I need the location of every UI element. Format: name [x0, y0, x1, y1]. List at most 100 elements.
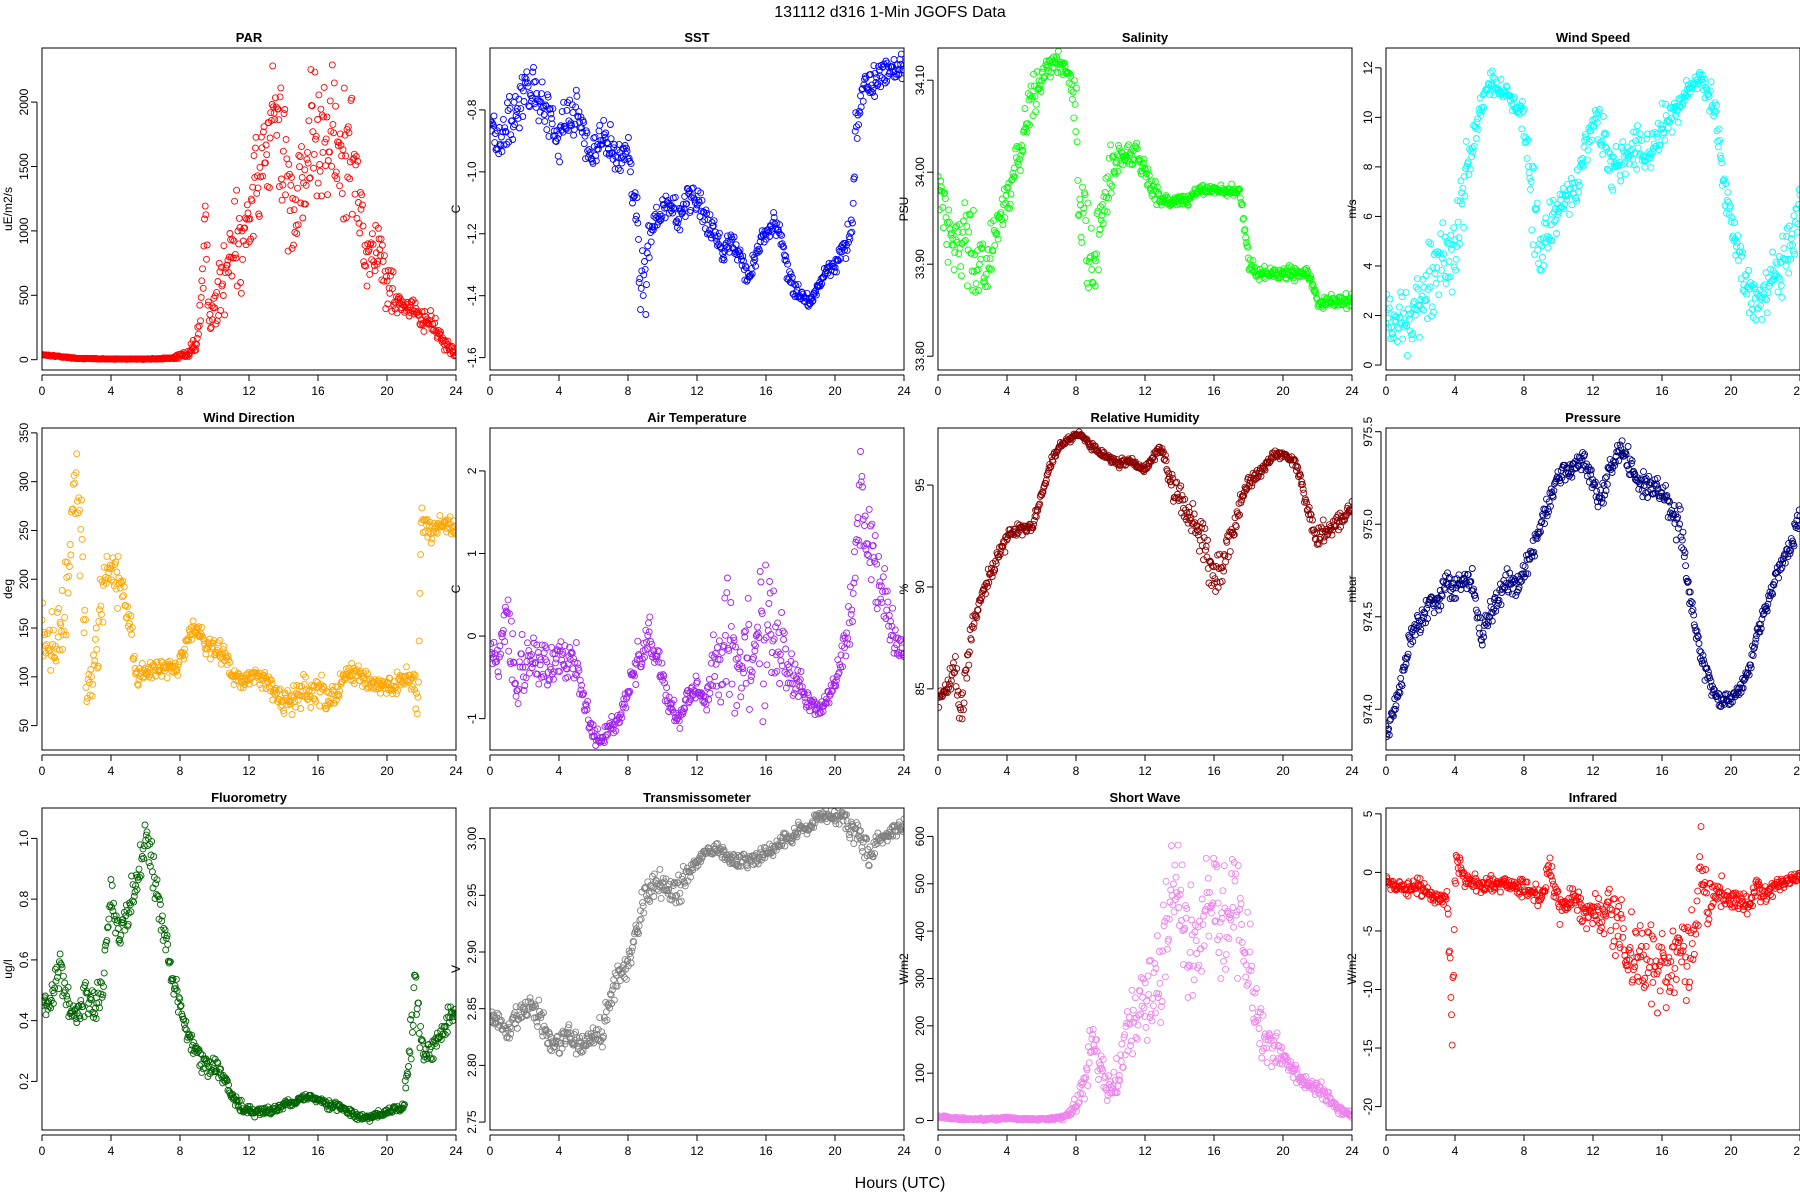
data-point — [654, 647, 662, 655]
data-point — [515, 124, 523, 132]
data-point — [1438, 591, 1445, 599]
panel-title: Air Temperature — [647, 410, 746, 425]
data-point — [215, 259, 223, 267]
data-point — [263, 674, 271, 682]
data-point — [1763, 296, 1771, 304]
data-point — [624, 134, 632, 141]
data-point — [1184, 201, 1192, 209]
data-point — [723, 589, 731, 597]
data-point — [112, 585, 120, 593]
data-point — [1108, 182, 1116, 190]
y-tick-label: -1.6 — [465, 347, 479, 368]
data-point — [433, 529, 441, 537]
data-point — [1554, 211, 1562, 219]
data-point — [751, 256, 759, 264]
data-point — [418, 308, 426, 316]
data-point — [143, 671, 151, 679]
data-point — [777, 657, 785, 665]
data-point — [1413, 306, 1421, 314]
data-point — [951, 653, 959, 661]
data-point — [876, 578, 884, 586]
data-point — [857, 448, 864, 455]
y-tick-label: 300 — [17, 471, 31, 491]
data-point — [1470, 142, 1478, 150]
data-point — [490, 640, 495, 648]
data-point — [681, 705, 689, 713]
data-point — [1052, 452, 1060, 460]
data-point — [1706, 87, 1714, 95]
data-point — [969, 207, 977, 214]
data-point — [709, 682, 717, 690]
data-point — [1389, 712, 1397, 720]
data-point — [1633, 165, 1641, 173]
data-point — [866, 559, 874, 567]
data-point — [524, 79, 531, 87]
data-point — [1774, 288, 1782, 296]
data-point — [281, 106, 289, 113]
data-point — [638, 660, 646, 668]
data-point — [1764, 289, 1772, 297]
data-point — [237, 289, 245, 297]
data-point — [852, 109, 860, 117]
data-point — [641, 265, 649, 273]
data-point — [769, 218, 777, 226]
data-point — [1700, 75, 1708, 83]
data-point — [324, 157, 332, 164]
data-point — [533, 641, 541, 649]
data-point — [1342, 290, 1350, 298]
y-tick-label: 90 — [913, 580, 927, 594]
data-point — [690, 686, 698, 694]
data-point — [331, 692, 339, 700]
data-point — [695, 688, 703, 696]
data-point — [1627, 151, 1635, 159]
data-point — [378, 241, 386, 249]
data-point — [1204, 536, 1211, 544]
data-point — [782, 645, 790, 653]
data-point — [1603, 480, 1611, 488]
data-point — [574, 112, 582, 120]
data-point — [1261, 466, 1269, 474]
data-point — [1698, 71, 1706, 79]
data-point — [1561, 476, 1569, 484]
data-point — [243, 201, 251, 209]
data-point — [1758, 315, 1766, 323]
data-point — [632, 216, 640, 223]
data-point — [76, 572, 84, 580]
data-point — [589, 721, 597, 729]
data-point — [1666, 118, 1674, 126]
data-point — [1454, 197, 1462, 205]
data-point — [1601, 474, 1609, 482]
data-point — [848, 228, 856, 236]
data-point — [535, 117, 543, 125]
data-point — [536, 661, 544, 669]
data-point — [851, 173, 858, 181]
data-point — [959, 706, 967, 714]
data-point — [1660, 128, 1668, 136]
data-point — [339, 146, 347, 154]
data-point — [1420, 306, 1427, 314]
data-point — [253, 189, 261, 197]
x-tick-label: 4 — [556, 764, 563, 778]
data-point — [1615, 457, 1623, 465]
data-point — [632, 681, 640, 688]
data-point — [1422, 296, 1429, 304]
data-point — [1601, 143, 1609, 151]
data-point — [499, 115, 507, 123]
data-point — [891, 626, 899, 634]
data-point — [675, 215, 683, 223]
data-point — [442, 338, 450, 346]
data-point — [1042, 476, 1050, 484]
data-point — [576, 676, 584, 684]
data-point — [618, 714, 626, 722]
data-point — [849, 618, 856, 625]
data-point — [1305, 503, 1313, 511]
y-tick-label: -1.2 — [465, 223, 479, 244]
data-point — [50, 653, 58, 661]
data-point — [772, 623, 780, 631]
data-point — [1386, 324, 1393, 331]
data-point — [1525, 169, 1533, 177]
data-point — [304, 148, 311, 156]
data-point — [1510, 93, 1518, 101]
data-point — [1386, 716, 1394, 724]
